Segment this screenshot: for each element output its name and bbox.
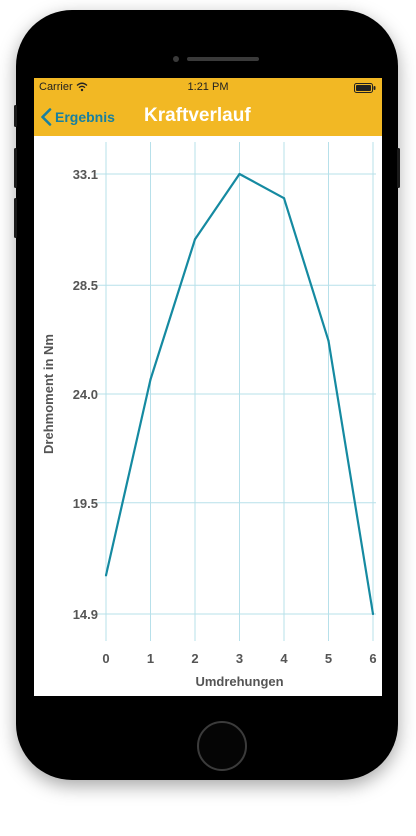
back-button-label: Ergebnis [55,109,115,125]
home-button[interactable] [197,721,247,771]
volume-up-button [14,148,17,188]
x-tick-label: 2 [191,651,198,666]
data-point [149,378,152,381]
y-tick-label: 28.5 [73,278,98,293]
data-point [193,238,197,241]
x-axis-title: Umdrehungen [195,674,283,689]
data-point [371,612,375,616]
earpiece-speaker [187,57,259,61]
x-tick-label: 6 [369,651,376,666]
wifi-icon [76,82,88,92]
data-point [238,172,241,176]
data-point [327,339,330,342]
line-chart: 14.9 19.5 24.0 28.5 33.1 0 1 2 3 4 5 6 Umdrehungen Dr… [41,142,377,689]
x-tick-label: 4 [280,651,288,666]
mute-switch [14,105,17,127]
front-camera [173,56,179,62]
carrier-indicator: Carrier [39,81,88,93]
y-tick-label: 33.1 [73,167,98,182]
back-button[interactable]: Ergebnis [40,104,115,130]
x-tick-label: 3 [236,651,243,666]
data-point [104,574,108,577]
y-tick-label: 19.5 [73,496,98,511]
volume-down-button [14,198,17,238]
chart-area: 14.9 19.5 24.0 28.5 33.1 0 1 2 3 4 5 6 Umdrehungen Dr… [34,136,382,696]
x-tick-label: 0 [102,651,109,666]
app-screen: Carrier 1:21 PM Ergebnis Kraftverlauf 14… [34,78,382,696]
y-tick-label: 14.9 [73,607,98,622]
x-tick-label: 1 [147,651,154,666]
y-tick-label: 24.0 [73,387,98,402]
carrier-label: Carrier [39,81,73,93]
navigation-bar: Ergebnis Kraftverlauf [34,98,382,136]
page-title: Kraftverlauf [144,105,251,126]
y-axis-title: Drehmoment in Nm [41,334,56,454]
power-button [397,148,400,188]
chevron-left-icon [41,108,52,126]
x-tick-label: 5 [325,651,332,666]
data-point [282,197,286,200]
battery-icon [354,83,376,93]
status-bar: Carrier 1:21 PM [34,78,382,98]
status-time: 1:21 PM [187,81,229,93]
